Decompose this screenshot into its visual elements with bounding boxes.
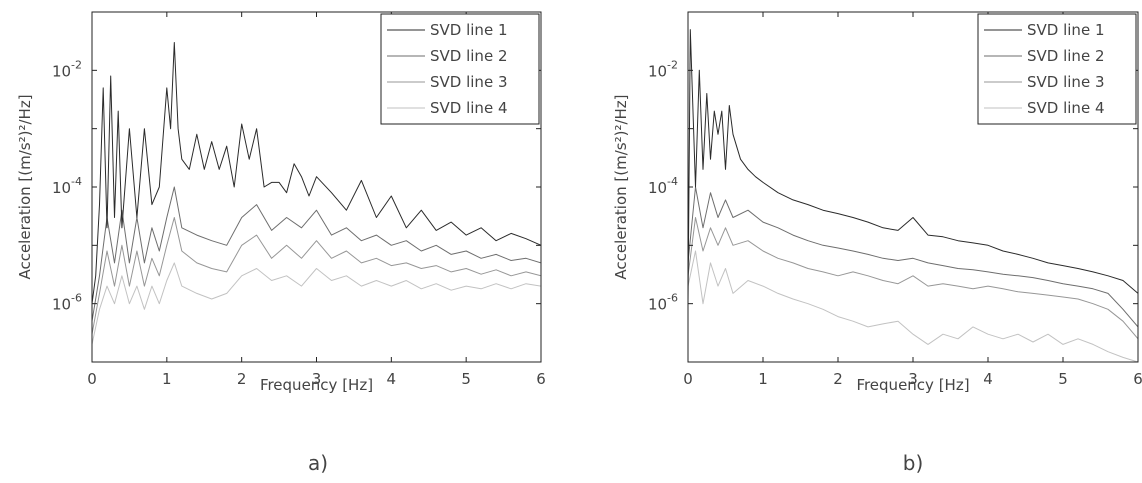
legend-label: SVD line 4 — [1027, 99, 1104, 117]
legend: SVD line 1 SVD line 2 SVD line 3 SVD line 4 — [380, 13, 540, 125]
x-tick-label: 6 — [1133, 370, 1142, 388]
series-line-2 — [92, 186, 541, 322]
legend-label: SVD line 2 — [430, 47, 507, 65]
legend-label: SVD line 1 — [430, 21, 507, 39]
panel-b: 0 1 2 3 4 5 6 10-2 10-4 10-6 Frequency [Hz] Acceler… — [612, 11, 1142, 475]
legend-label: SVD line 2 — [1027, 47, 1104, 65]
x-tick-label: 2 — [833, 370, 843, 388]
series-line-3 — [92, 217, 541, 335]
series-line-1 — [92, 42, 541, 304]
y-tick-label: 10-6 — [648, 292, 678, 314]
series-line-4 — [92, 262, 541, 345]
legend-box — [977, 13, 1137, 125]
x-tick-label: 4 — [387, 370, 397, 388]
y-tick-label: 10-2 — [52, 58, 82, 80]
x-tick-label: 0 — [87, 370, 97, 388]
x-tick-label: 4 — [983, 370, 993, 388]
x-tick-label: 3 — [908, 370, 918, 388]
series-line-3 — [688, 217, 1138, 340]
series-line-2 — [688, 186, 1138, 328]
y-tick-label: 10-6 — [52, 292, 82, 314]
legend-label: SVD line 3 — [1027, 73, 1104, 91]
x-tick-label: 1 — [162, 370, 172, 388]
series-group — [688, 29, 1138, 362]
series-line-1 — [688, 29, 1138, 304]
x-tick-label: 3 — [312, 370, 322, 388]
x-tick-label: 5 — [461, 370, 471, 388]
y-tick-label: 10-2 — [648, 58, 678, 80]
x-axis-label: Frequency [Hz] — [260, 376, 373, 394]
panel-a: 0 1 2 3 4 5 6 10-2 10-4 10-6 Frequency [Hz] Acceler… — [16, 11, 546, 475]
x-axis-label: Frequency [Hz] — [856, 376, 969, 394]
legend-label: SVD line 4 — [430, 99, 507, 117]
series-line-4 — [688, 250, 1138, 362]
series-group — [92, 42, 541, 345]
x-tick-label: 1 — [758, 370, 768, 388]
y-axis-label: Acceleration [(m/s²)²/Hz] — [612, 94, 630, 279]
legend: SVD line 1 SVD line 2 SVD line 3 SVD line 4 — [977, 13, 1137, 125]
legend-label: SVD line 1 — [1027, 21, 1104, 39]
x-tick-label: 6 — [536, 370, 546, 388]
x-tick-label: 0 — [683, 370, 693, 388]
panel-label: b) — [903, 451, 924, 475]
y-tick-label: 10-4 — [52, 175, 82, 197]
x-tick-label: 2 — [237, 370, 247, 388]
x-tick-label: 5 — [1058, 370, 1068, 388]
y-axis-label: Acceleration [(m/s²)²/Hz] — [16, 94, 34, 279]
legend-box — [380, 13, 540, 125]
panel-label: a) — [308, 451, 328, 475]
legend-label: SVD line 3 — [430, 73, 507, 91]
y-tick-label: 10-4 — [648, 175, 678, 197]
